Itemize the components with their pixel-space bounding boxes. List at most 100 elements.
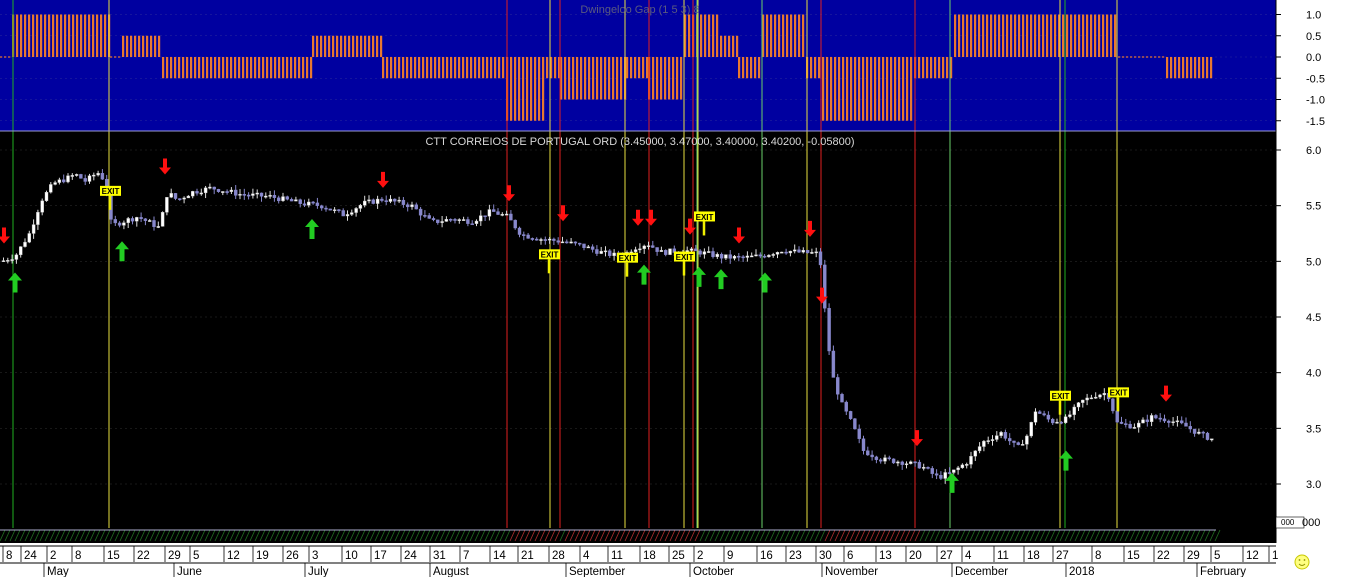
indicator-bar — [1014, 14, 1017, 57]
candle-body — [934, 473, 939, 476]
indicator-bar — [1026, 14, 1029, 57]
volume-hatch — [1154, 529, 1161, 542]
indicator-bar — [584, 57, 587, 100]
indicator-bar — [934, 57, 937, 79]
volume-hatch — [64, 529, 71, 542]
volume-hatch — [1104, 529, 1111, 542]
candle-body — [341, 210, 345, 217]
candle-body — [504, 213, 509, 216]
volume-hatch — [424, 529, 431, 542]
x-axis-day-label: 24 — [404, 550, 417, 562]
exit-label: EXIT — [696, 213, 714, 222]
indicator-bar — [758, 57, 761, 79]
red-down-arrow-icon — [645, 209, 657, 226]
indicator-bar — [310, 57, 313, 79]
indicator-bar — [130, 35, 133, 57]
indicator-bar — [1102, 14, 1105, 57]
indicator-bar — [834, 57, 837, 121]
volume-hatch — [29, 529, 36, 542]
indicator-bar — [970, 14, 973, 57]
candle-body — [285, 196, 289, 200]
indicator-bar — [518, 57, 521, 121]
candle-body — [87, 175, 92, 182]
candle-body — [1025, 435, 1029, 445]
x-axis-day-label: 11 — [611, 550, 623, 562]
volume-hatch — [1119, 529, 1126, 542]
candle-body — [754, 254, 758, 257]
indicator-bar — [938, 57, 941, 79]
volume-hatch — [704, 529, 711, 542]
indicator-bar — [1206, 57, 1209, 79]
volume-hatch — [259, 529, 266, 542]
exit-label: EXIT — [1110, 389, 1128, 398]
volume-hatch — [454, 529, 461, 542]
x-axis-day-label: 21 — [521, 550, 534, 562]
candle-body — [466, 219, 470, 224]
candle-body — [1145, 419, 1150, 422]
candle-body — [453, 219, 457, 221]
indicator-bar — [1162, 56, 1165, 58]
x-axis-day-label: 15 — [107, 550, 120, 562]
indicator-bar — [242, 57, 245, 79]
candle-body — [431, 218, 436, 221]
x-axis-month-label: August — [433, 566, 470, 577]
candle-body — [874, 456, 879, 460]
volume-hatch — [4, 529, 11, 542]
candle-body — [423, 215, 427, 217]
volume-hatch — [1024, 529, 1031, 542]
x-axis-day-label: 8 — [1095, 550, 1101, 562]
exit-label: EXIT — [676, 253, 694, 262]
volume-hatch — [594, 529, 601, 542]
candle-body — [212, 186, 216, 190]
indicator-bar — [630, 57, 633, 79]
candle-body — [827, 307, 831, 352]
x-axis-day-label: 25 — [672, 550, 685, 562]
volume-hatch — [304, 529, 311, 542]
candle-body — [565, 241, 569, 244]
indicator-bar — [588, 57, 591, 100]
volume-hatch — [69, 529, 76, 542]
volume-hatch — [639, 529, 646, 542]
volume-hatch — [559, 529, 566, 542]
indicator-bar — [238, 57, 241, 79]
red-down-arrow-icon — [632, 209, 644, 226]
indicator-bar — [664, 57, 667, 100]
indicator-bar — [704, 14, 707, 57]
indicator-bar — [966, 14, 969, 57]
indicator-bar — [882, 57, 885, 121]
volume-hatch — [49, 529, 56, 542]
indicator-bar — [978, 14, 981, 57]
candle-body — [689, 248, 694, 251]
volume-hatch — [669, 529, 676, 542]
indicator-bar — [612, 57, 615, 100]
volume-hatch — [694, 529, 701, 542]
candle-body — [943, 472, 947, 479]
candle-body — [117, 222, 122, 226]
volume-hatch — [584, 529, 591, 542]
volume-hatch — [109, 529, 116, 542]
volume-hatch — [994, 529, 1001, 542]
indicator-bar — [450, 57, 453, 79]
candle-body — [509, 213, 513, 221]
candle-body — [126, 218, 130, 223]
indicator-bar — [1010, 14, 1013, 57]
volume-hatch — [589, 529, 596, 542]
candle-body — [560, 241, 565, 244]
volume-hatch — [479, 529, 486, 542]
x-axis-day-label: 24 — [24, 550, 37, 562]
indicator-bar — [1066, 14, 1069, 57]
exit-flag — [1050, 390, 1071, 401]
candle-body — [10, 259, 14, 261]
candle-body — [100, 173, 105, 180]
indicator-bar — [320, 35, 323, 57]
volume-hatch — [254, 529, 261, 542]
candle-body — [315, 202, 320, 206]
volume-hatch — [839, 529, 846, 542]
candle-body — [771, 254, 775, 256]
volume-hatch — [844, 529, 851, 542]
x-axis-day-label: 22 — [1157, 550, 1170, 562]
candle-body — [603, 250, 608, 253]
candle-body — [1132, 427, 1137, 429]
indicator-bar — [736, 35, 739, 57]
volume-hatch — [409, 529, 416, 542]
